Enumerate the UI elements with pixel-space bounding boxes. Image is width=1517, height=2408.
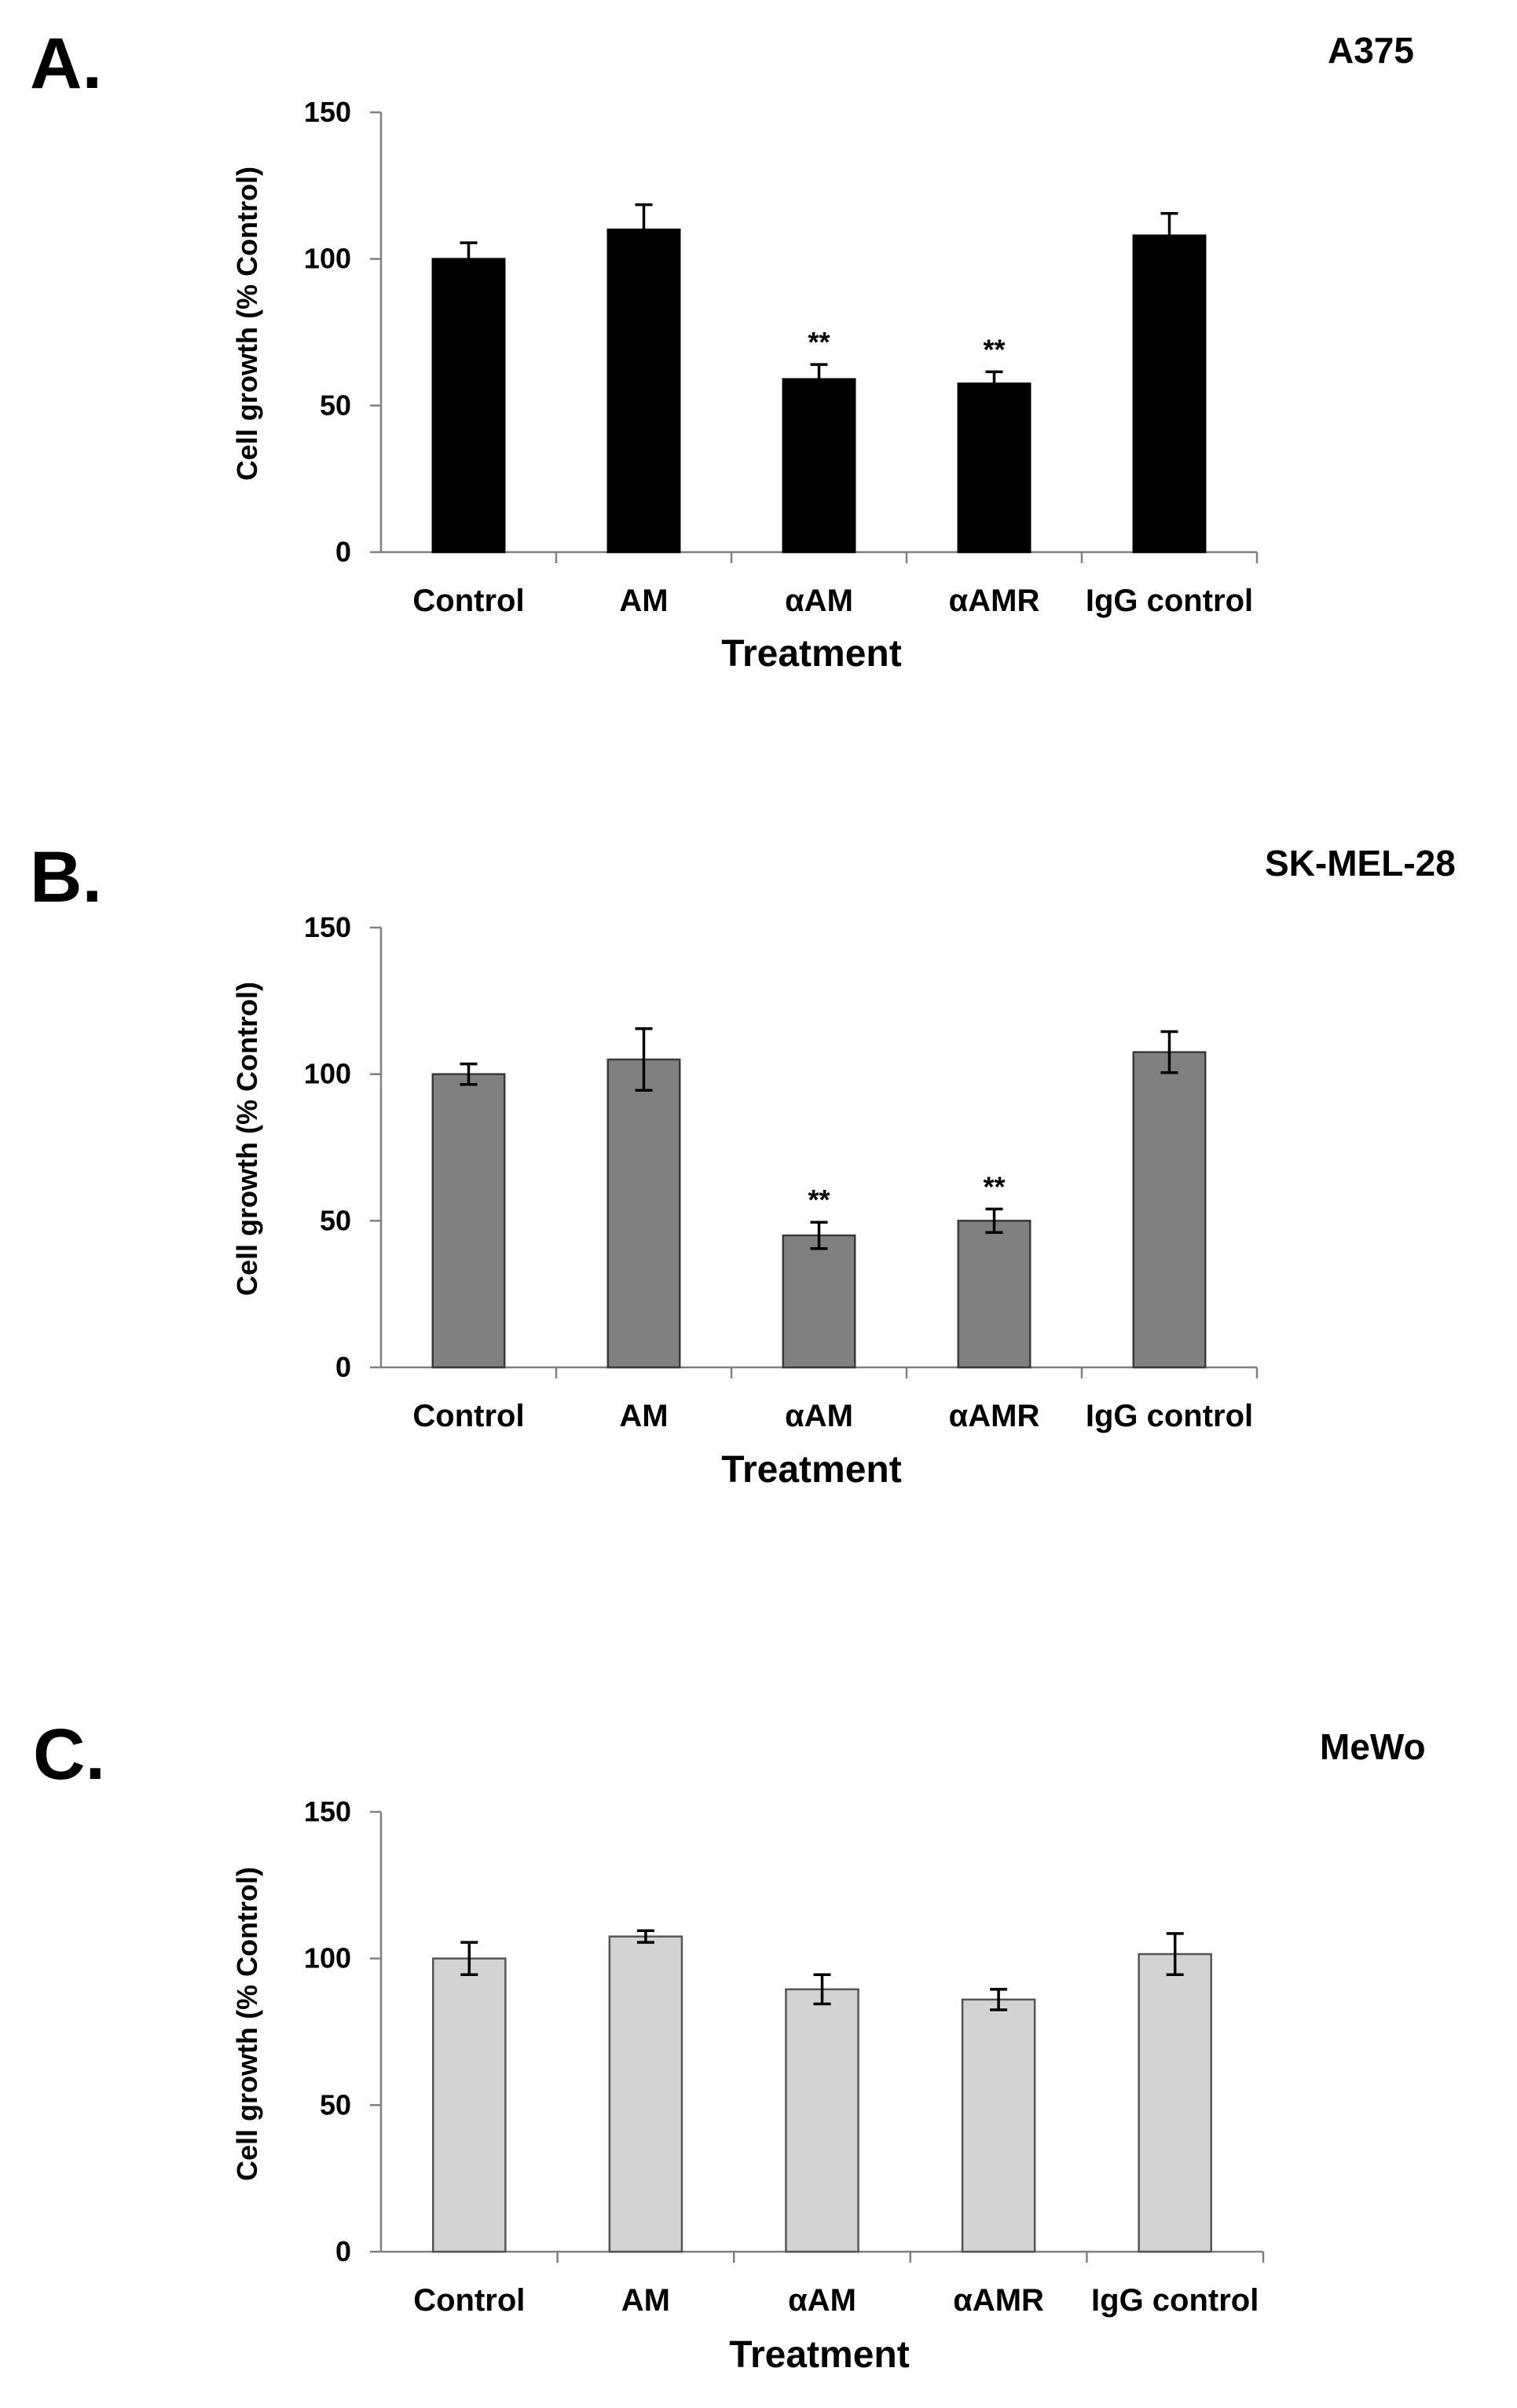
category-label: αAMR (953, 2283, 1044, 2318)
bar (957, 382, 1031, 554)
bar (608, 1935, 683, 2253)
category-label: IgG control (1091, 2283, 1259, 2318)
category-label: IgG control (1086, 584, 1253, 618)
panel-a: A. A375 Cell growth (% Control) Treatmen… (30, 24, 1414, 675)
panel-c-y-axis-title: Cell growth (% Control) (231, 1867, 263, 2181)
y-tick-label: 0 (335, 1351, 351, 1383)
bar (1132, 234, 1207, 554)
category-label: Control (413, 2283, 525, 2318)
category-label: AM (621, 2283, 670, 2318)
bar (961, 1998, 1036, 2253)
panel-b-plot-area: 0 50 100 150 Control AM ** αAM ** αAMR IgG control (304, 911, 1259, 1433)
category-label: IgG control (1086, 1399, 1253, 1433)
category-label: Control (412, 584, 524, 618)
y-tick-label: 50 (320, 389, 351, 421)
panel-b-cell-line: SK-MEL-28 (1265, 843, 1456, 884)
bar (782, 1234, 856, 1369)
panel-b-y-axis-title: Cell growth (% Control) (231, 982, 263, 1296)
bar (432, 1957, 507, 2253)
significance-marker: ** (808, 1184, 830, 1216)
panel-a-letter: A. (30, 24, 102, 104)
panel-b-x-axis-title: Treatment (721, 1449, 901, 1491)
y-tick-label: 100 (304, 1942, 351, 1974)
panel-c-letter: C. (33, 1715, 105, 1795)
category-label: Control (412, 1399, 524, 1433)
y-tick-label: 0 (335, 536, 351, 568)
bar (1132, 1051, 1207, 1369)
y-tick-label: 0 (335, 2235, 351, 2267)
significance-marker: ** (983, 1170, 1005, 1202)
bar (431, 258, 506, 554)
panel-b-letter: B. (30, 837, 102, 917)
y-tick-label: 50 (320, 2088, 351, 2121)
y-tick-label: 150 (304, 96, 351, 128)
panel-a-cell-line: A375 (1328, 30, 1414, 71)
category-label: AM (619, 1399, 668, 1433)
bar (606, 229, 681, 554)
category-label: αAM (788, 2283, 856, 2318)
bar (431, 1073, 506, 1369)
panel-a-y-axis-title: Cell growth (% Control) (231, 167, 263, 481)
category-label: αAM (785, 1399, 853, 1433)
panel-c-x-axis-title: Treatment (729, 2334, 909, 2376)
panel-c-plot-area: 0 50 100 150 Control AM αAM αAMR IgG control (304, 1795, 1265, 2318)
panel-c: C. MeWo Cell growth (% Control) Treatmen… (33, 1715, 1426, 2376)
category-label: AM (619, 584, 668, 618)
category-label: αAM (785, 584, 853, 618)
panel-a-x-axis-title: Treatment (721, 633, 901, 675)
y-tick-label: 150 (304, 911, 351, 943)
bar (782, 378, 856, 554)
bar (1138, 1952, 1212, 2253)
y-tick-label: 100 (304, 1058, 351, 1090)
panel-c-cell-line: MeWo (1320, 1726, 1426, 1767)
bar (785, 1988, 859, 2253)
panel-a-plot-area: 0 50 100 150 Control AM ** αAM ** αAMR IgG control (304, 96, 1259, 618)
significance-marker: ** (983, 333, 1005, 365)
significance-marker: ** (808, 326, 830, 358)
category-label: αAMR (949, 584, 1040, 618)
y-tick-label: 100 (304, 243, 351, 275)
y-tick-label: 150 (304, 1795, 351, 1828)
panel-b: B. SK-MEL-28 Cell growth (% Control) Tre… (30, 837, 1456, 1491)
y-tick-label: 50 (320, 1204, 351, 1236)
bar (957, 1220, 1031, 1369)
category-label: αAMR (949, 1399, 1040, 1433)
bar (606, 1058, 681, 1369)
